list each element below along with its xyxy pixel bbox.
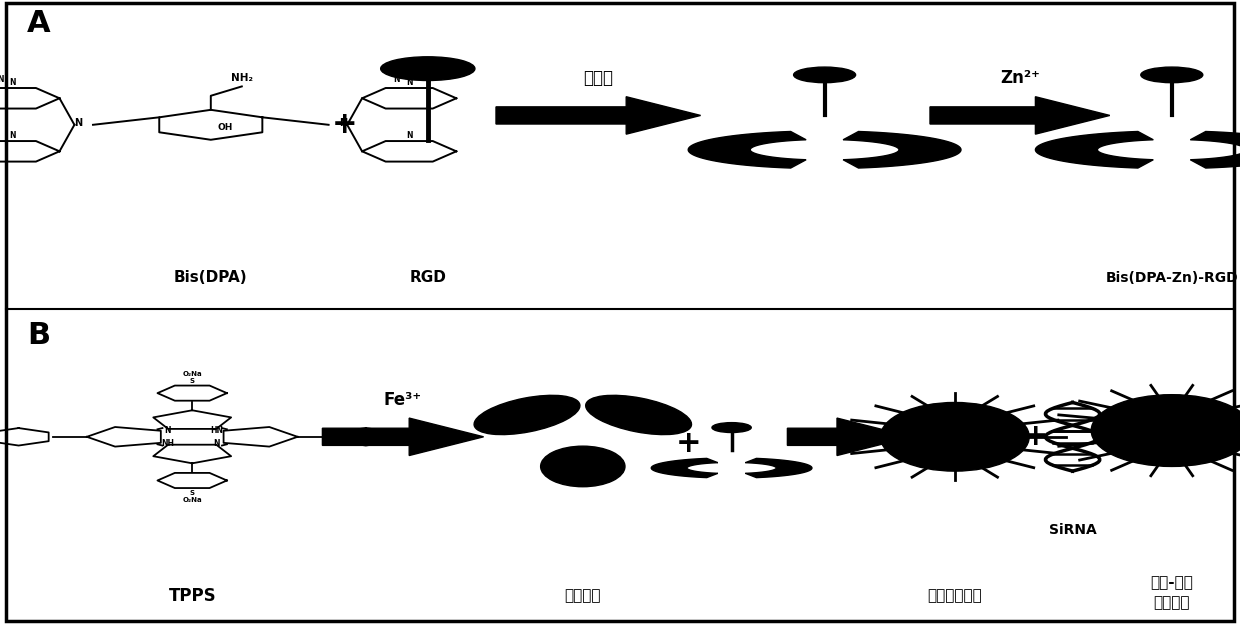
Text: 金属-唸嘎
纳米颗粒: 金属-唸嘎 纳米颗粒 <box>1151 575 1193 610</box>
Text: Fe³⁺: Fe³⁺ <box>384 391 422 409</box>
Text: NH₂: NH₂ <box>231 73 253 83</box>
Polygon shape <box>1035 132 1153 168</box>
Text: S
O₂Na: S O₂Na <box>182 490 202 502</box>
Text: N: N <box>213 439 221 447</box>
Text: A: A <box>27 9 51 38</box>
Text: HN: HN <box>211 426 223 435</box>
Text: Bis(DPA): Bis(DPA) <box>174 270 248 285</box>
Polygon shape <box>843 132 961 168</box>
Ellipse shape <box>585 396 692 434</box>
Circle shape <box>712 422 751 432</box>
FancyArrow shape <box>930 97 1110 134</box>
Polygon shape <box>688 132 806 168</box>
Text: N: N <box>164 426 171 435</box>
Text: TPPS: TPPS <box>169 587 216 605</box>
Polygon shape <box>1190 132 1240 168</box>
Text: 纳米颗粒: 纳米颗粒 <box>564 588 601 603</box>
Text: 靶向纳米颗粒: 靶向纳米颗粒 <box>928 588 982 603</box>
Text: SO₃Na: SO₃Na <box>415 434 440 440</box>
Ellipse shape <box>541 446 625 487</box>
Text: SiRNA: SiRNA <box>1049 524 1096 537</box>
Ellipse shape <box>474 396 580 434</box>
Text: O₂Na
S: O₂Na S <box>182 371 202 384</box>
Text: OH: OH <box>217 123 232 132</box>
Text: NH: NH <box>161 439 174 447</box>
Text: N: N <box>405 78 413 87</box>
Text: +: + <box>1023 422 1048 451</box>
Text: N: N <box>0 75 4 84</box>
Circle shape <box>1141 67 1203 82</box>
Circle shape <box>794 67 856 82</box>
FancyArrow shape <box>787 418 911 456</box>
Text: N: N <box>9 78 16 87</box>
Ellipse shape <box>1091 395 1240 467</box>
FancyArrow shape <box>496 97 701 134</box>
Text: N: N <box>340 118 347 129</box>
Text: N: N <box>405 131 413 140</box>
FancyArrow shape <box>322 418 484 456</box>
Text: N: N <box>74 118 82 129</box>
Text: RGD: RGD <box>409 270 446 285</box>
Text: B: B <box>27 321 51 350</box>
Polygon shape <box>651 459 718 477</box>
Text: +: + <box>332 110 357 139</box>
Text: N: N <box>393 75 401 84</box>
Circle shape <box>381 57 475 80</box>
Ellipse shape <box>880 402 1029 471</box>
Text: Bis(DPA-Zn)-RGD: Bis(DPA-Zn)-RGD <box>1106 271 1238 285</box>
Text: Zn²⁺: Zn²⁺ <box>999 69 1040 87</box>
Text: N: N <box>9 131 16 140</box>
Text: 偌联剂: 偌联剂 <box>583 69 614 87</box>
FancyArrow shape <box>1110 418 1209 456</box>
Polygon shape <box>745 459 812 477</box>
Text: +: + <box>676 429 701 457</box>
